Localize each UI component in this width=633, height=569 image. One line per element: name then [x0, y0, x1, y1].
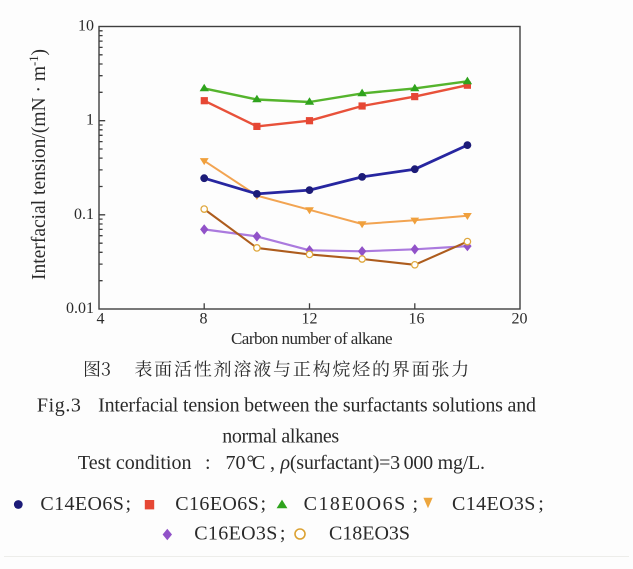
svg-text:C18EO3S: C18EO3S: [329, 523, 410, 545]
svg-text:C16EO3S: C16EO3S: [194, 523, 277, 545]
svg-text:Carbon number of alkane: Carbon number of alkane: [231, 329, 393, 348]
svg-text:;: ;: [538, 493, 544, 515]
svg-text::: :: [205, 452, 211, 474]
svg-text:4: 4: [97, 311, 105, 328]
svg-text:C14EO6S: C14EO6S: [40, 493, 124, 515]
svg-text:0.01: 0.01: [66, 300, 94, 317]
svg-text:Test condition: Test condition: [78, 452, 192, 474]
svg-text:0.1: 0.1: [74, 206, 94, 223]
svg-text:Interfacial tension/(mN · m-1): Interfacial tension/(mN · m-1): [27, 49, 50, 280]
svg-text:Fig.3: Fig.3: [37, 395, 81, 417]
svg-text:20: 20: [512, 311, 528, 328]
svg-text:10: 10: [78, 18, 94, 35]
svg-text:normal alkanes: normal alkanes: [222, 426, 339, 448]
svg-text:C14EO3S: C14EO3S: [452, 493, 535, 515]
svg-text:Interfacial tension between th: Interfacial tension between the surfacta…: [98, 395, 536, 417]
svg-text:;: ;: [413, 493, 419, 515]
svg-text:°C: °C: [247, 452, 266, 474]
svg-text:ρ(surfactant)=3 000 mg/L.: ρ(surfactant)=3 000 mg/L.: [280, 452, 486, 474]
svg-text:C18E0O6S: C18E0O6S: [304, 493, 406, 515]
svg-text:;: ;: [261, 493, 267, 515]
svg-text:70: 70: [226, 452, 246, 474]
svg-text:,: ,: [270, 452, 275, 474]
svg-text:;: ;: [126, 493, 132, 515]
svg-text:C16EO6S: C16EO6S: [175, 493, 258, 515]
svg-text:1: 1: [86, 112, 94, 129]
svg-text:;: ;: [280, 523, 286, 545]
svg-text:8: 8: [200, 311, 208, 328]
svg-text:16: 16: [409, 311, 425, 328]
svg-text:12: 12: [302, 311, 318, 328]
